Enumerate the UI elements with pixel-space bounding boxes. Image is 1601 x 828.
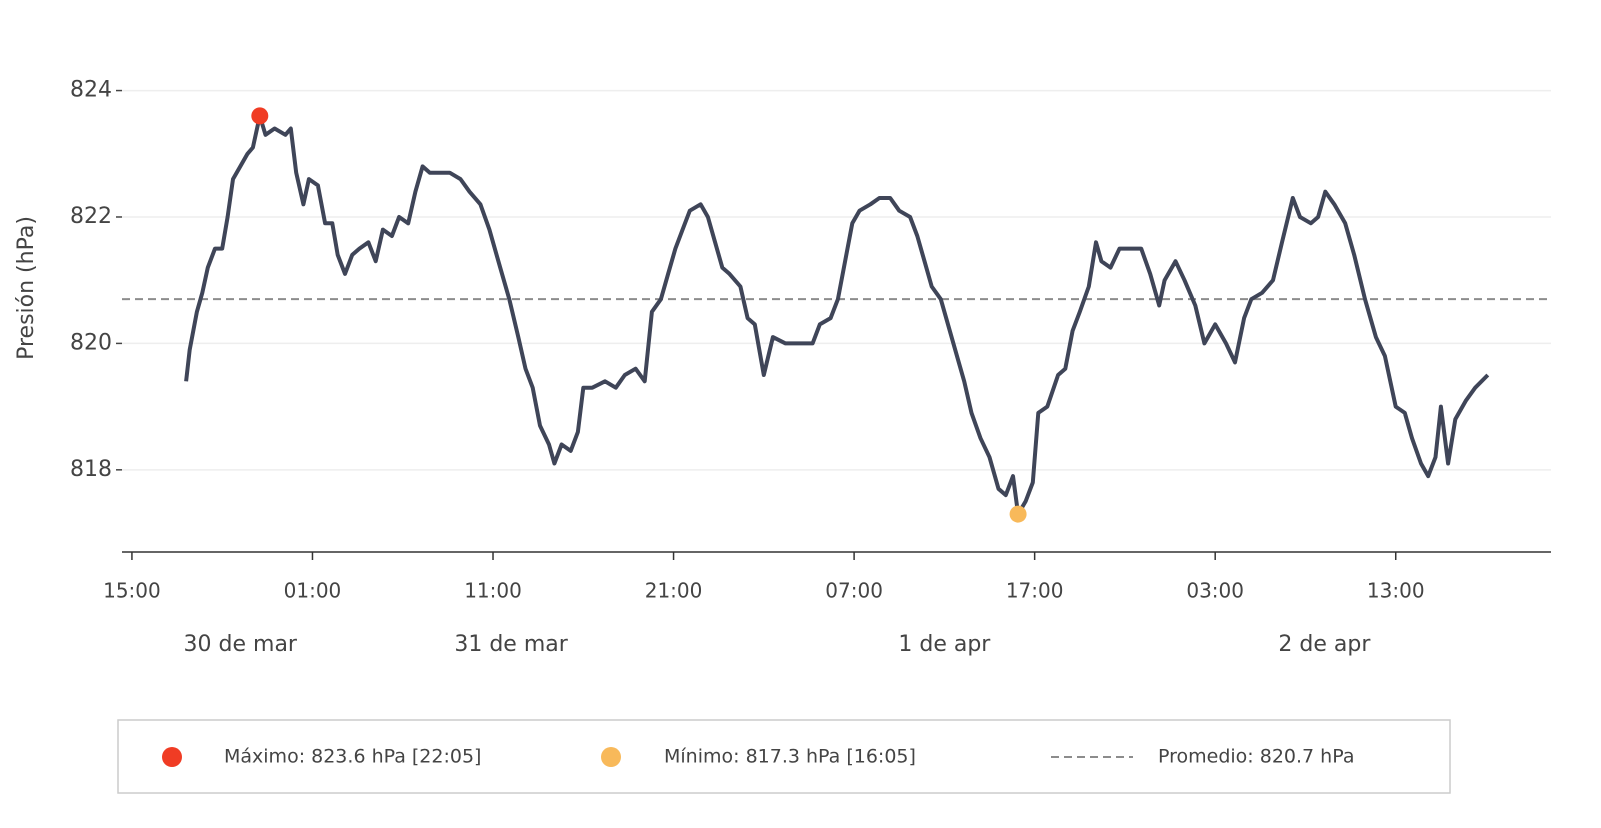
legend-label: Promedio: 820.7 hPa [1158, 746, 1354, 768]
x-tick-label: 21:00 [645, 579, 703, 603]
day-label: 30 de mar [184, 632, 298, 657]
x-tick-label: 11:00 [464, 579, 522, 603]
legend-max-swatch [162, 747, 182, 767]
day-label: 1 de apr [898, 632, 991, 657]
y-tick-label: 822 [70, 204, 112, 229]
y-tick-label: 824 [70, 78, 112, 103]
day-label: 2 de apr [1278, 632, 1371, 657]
y-tick-label: 820 [70, 330, 112, 355]
x-tick-label: 07:00 [825, 579, 883, 603]
x-tick-label: 13:00 [1367, 579, 1425, 603]
pressure-line [184, 113, 1490, 517]
legend-box [117, 719, 1451, 794]
max-marker [251, 107, 269, 125]
y-axis-label: Presión (hPa) [14, 216, 39, 360]
min-marker [1009, 505, 1027, 523]
legend-min-swatch [601, 747, 621, 767]
x-tick-label: 15:00 [103, 579, 161, 603]
day-label: 31 de mar [454, 632, 568, 657]
y-tick-label: 818 [70, 457, 112, 482]
legend-label: Mínimo: 817.3 hPa [16:05] [664, 746, 916, 768]
x-tick-label: 17:00 [1006, 579, 1064, 603]
x-tick-label: 03:00 [1186, 579, 1244, 603]
legend-label: Máximo: 823.6 hPa [22:05] [224, 746, 481, 768]
x-tick-label: 01:00 [284, 579, 342, 603]
